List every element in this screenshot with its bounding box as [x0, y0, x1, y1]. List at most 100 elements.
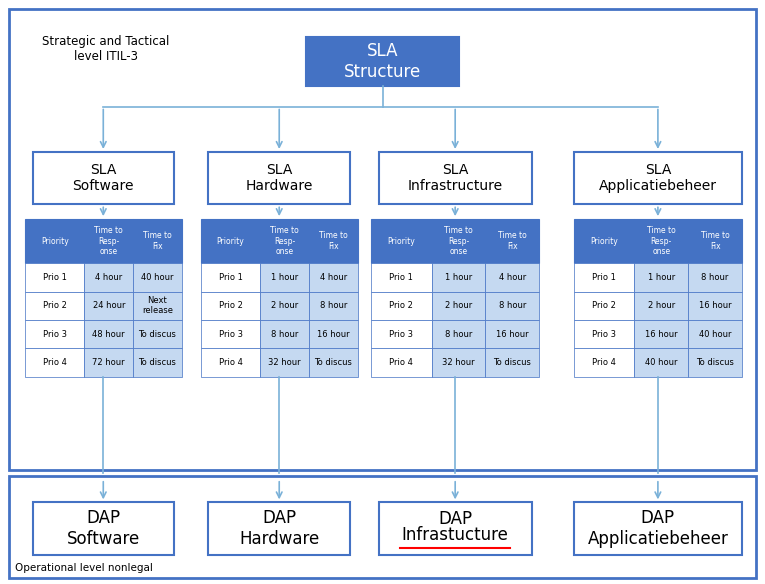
FancyBboxPatch shape [33, 502, 174, 555]
Text: 4 hour: 4 hour [320, 273, 347, 282]
Text: Prio 3: Prio 3 [43, 329, 67, 339]
Text: Prio 3: Prio 3 [219, 329, 243, 339]
FancyBboxPatch shape [634, 320, 688, 348]
FancyBboxPatch shape [634, 291, 688, 320]
Text: Time to
Resp-
onse: Time to Resp- onse [647, 226, 675, 256]
FancyBboxPatch shape [486, 320, 539, 348]
Text: 8 hour: 8 hour [702, 273, 729, 282]
FancyBboxPatch shape [371, 291, 431, 320]
FancyBboxPatch shape [486, 263, 539, 291]
FancyBboxPatch shape [309, 320, 358, 348]
Text: Prio 2: Prio 2 [389, 301, 413, 310]
FancyBboxPatch shape [431, 219, 486, 263]
FancyBboxPatch shape [133, 291, 182, 320]
Text: Prio 1: Prio 1 [389, 273, 413, 282]
FancyBboxPatch shape [688, 291, 742, 320]
Text: 72 hour: 72 hour [93, 358, 125, 367]
FancyBboxPatch shape [133, 263, 182, 291]
Text: Operational level nonlegal: Operational level nonlegal [15, 564, 153, 573]
Text: Strategic and Tactical
level ITIL-3: Strategic and Tactical level ITIL-3 [42, 35, 170, 63]
FancyBboxPatch shape [634, 263, 688, 291]
FancyBboxPatch shape [309, 291, 358, 320]
FancyBboxPatch shape [260, 348, 309, 377]
Text: Prio 4: Prio 4 [219, 358, 243, 367]
Text: DAP
Applicatiebeheer: DAP Applicatiebeheer [588, 509, 728, 548]
FancyBboxPatch shape [260, 263, 309, 291]
Text: SLA
Structure: SLA Structure [344, 42, 421, 81]
Text: SLA
Hardware: SLA Hardware [246, 163, 313, 193]
FancyBboxPatch shape [133, 348, 182, 377]
Text: DAP
Software: DAP Software [67, 509, 140, 548]
Text: 2 hour: 2 hour [445, 301, 472, 310]
Text: To discus: To discus [138, 358, 176, 367]
FancyBboxPatch shape [260, 219, 309, 263]
FancyBboxPatch shape [84, 263, 133, 291]
Text: Prio 3: Prio 3 [592, 329, 616, 339]
FancyBboxPatch shape [309, 348, 358, 377]
FancyBboxPatch shape [25, 219, 84, 263]
FancyBboxPatch shape [309, 219, 358, 263]
Text: Time to
Resp-
onse: Time to Resp- onse [94, 226, 123, 256]
Text: To discus: To discus [493, 358, 532, 367]
FancyBboxPatch shape [574, 219, 634, 263]
FancyBboxPatch shape [200, 348, 260, 377]
FancyBboxPatch shape [574, 348, 634, 377]
FancyBboxPatch shape [306, 36, 459, 86]
Text: 1 hour: 1 hour [445, 273, 472, 282]
FancyBboxPatch shape [260, 320, 309, 348]
Text: 16 hour: 16 hour [317, 329, 350, 339]
FancyBboxPatch shape [688, 348, 742, 377]
FancyBboxPatch shape [574, 291, 634, 320]
FancyBboxPatch shape [634, 219, 688, 263]
Text: Time to
Fix: Time to Fix [701, 231, 730, 251]
Text: To discus: To discus [138, 329, 176, 339]
Text: 32 hour: 32 hour [269, 358, 301, 367]
FancyBboxPatch shape [25, 320, 84, 348]
FancyBboxPatch shape [25, 348, 84, 377]
FancyBboxPatch shape [486, 291, 539, 320]
Text: 48 hour: 48 hour [93, 329, 125, 339]
Text: Time to
Fix: Time to Fix [319, 231, 348, 251]
FancyBboxPatch shape [208, 502, 350, 555]
Text: 8 hour: 8 hour [320, 301, 347, 310]
Text: 40 hour: 40 hour [141, 273, 174, 282]
FancyBboxPatch shape [688, 219, 742, 263]
Text: Prio 1: Prio 1 [219, 273, 243, 282]
FancyBboxPatch shape [371, 219, 431, 263]
Text: 2 hour: 2 hour [648, 301, 675, 310]
Text: Prio 2: Prio 2 [43, 301, 67, 310]
Text: SLA
Applicatiebeheer: SLA Applicatiebeheer [599, 163, 717, 193]
Text: Priority: Priority [41, 237, 69, 246]
FancyBboxPatch shape [84, 219, 133, 263]
Text: Prio 4: Prio 4 [592, 358, 616, 367]
FancyBboxPatch shape [574, 320, 634, 348]
Text: Time to
Resp-
onse: Time to Resp- onse [270, 226, 299, 256]
Text: 24 hour: 24 hour [93, 301, 125, 310]
Text: 2 hour: 2 hour [271, 301, 298, 310]
Text: 8 hour: 8 hour [499, 301, 526, 310]
FancyBboxPatch shape [84, 320, 133, 348]
FancyBboxPatch shape [33, 152, 174, 204]
FancyBboxPatch shape [9, 9, 756, 470]
FancyBboxPatch shape [200, 263, 260, 291]
FancyBboxPatch shape [200, 291, 260, 320]
FancyBboxPatch shape [574, 263, 634, 291]
FancyBboxPatch shape [431, 291, 486, 320]
FancyBboxPatch shape [431, 263, 486, 291]
FancyBboxPatch shape [309, 263, 358, 291]
FancyBboxPatch shape [25, 263, 84, 291]
Text: DAP
Hardware: DAP Hardware [239, 509, 319, 548]
FancyBboxPatch shape [431, 348, 486, 377]
Text: Priority: Priority [387, 237, 415, 246]
FancyBboxPatch shape [84, 348, 133, 377]
FancyBboxPatch shape [208, 152, 350, 204]
FancyBboxPatch shape [25, 291, 84, 320]
FancyBboxPatch shape [371, 348, 431, 377]
Text: Time to
Fix: Time to Fix [498, 231, 527, 251]
FancyBboxPatch shape [431, 320, 486, 348]
Text: 8 hour: 8 hour [271, 329, 298, 339]
Text: 8 hour: 8 hour [445, 329, 472, 339]
FancyBboxPatch shape [634, 348, 688, 377]
Text: 1 hour: 1 hour [271, 273, 298, 282]
Text: SLA
Infrastructure: SLA Infrastructure [408, 163, 503, 193]
